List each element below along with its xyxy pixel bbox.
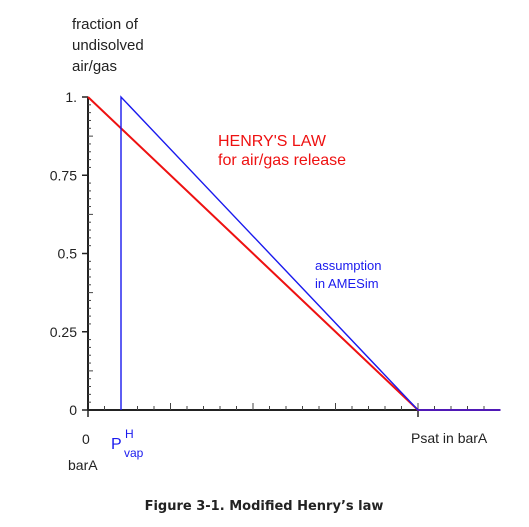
series-name-assumption: assumption bbox=[315, 258, 381, 273]
y-tick-label: 0.5 bbox=[58, 246, 78, 262]
y-tick-label: 0.75 bbox=[50, 167, 77, 183]
y-ticks: 1. 0.75 0.5 0.25 0 bbox=[50, 89, 88, 418]
x-psat-label: Psat in barA bbox=[411, 430, 488, 446]
x-origin-label: 0 bbox=[82, 431, 90, 447]
y-axis-label-line-3: air/gas bbox=[72, 58, 117, 75]
pvap-label: P H vap bbox=[111, 427, 144, 460]
series bbox=[87, 95, 501, 411]
series-name-henrys-law: HENRY'S LAW bbox=[218, 133, 327, 150]
y-tick-label: 0 bbox=[69, 402, 77, 418]
pvap-subscript: vap bbox=[124, 446, 144, 460]
series-name-assumption-line-2: in AMESim bbox=[315, 276, 379, 291]
y-tick-label: 1. bbox=[65, 89, 77, 105]
pvap-superscript: H bbox=[125, 427, 134, 441]
x-origin-unit-label: barA bbox=[68, 457, 98, 473]
y-tick-label: 0.25 bbox=[50, 324, 77, 340]
pvap-main: P bbox=[111, 436, 122, 453]
figure-caption: Figure 3-1. Modified Henry’s law bbox=[145, 499, 384, 514]
y-axis-label-line-1: fraction of bbox=[72, 16, 139, 33]
y-axis-label-line-2: undisolved bbox=[72, 37, 144, 54]
series-name-henrys-law-line-2: for air/gas release bbox=[218, 152, 346, 169]
series-line-assumption bbox=[120, 95, 501, 411]
